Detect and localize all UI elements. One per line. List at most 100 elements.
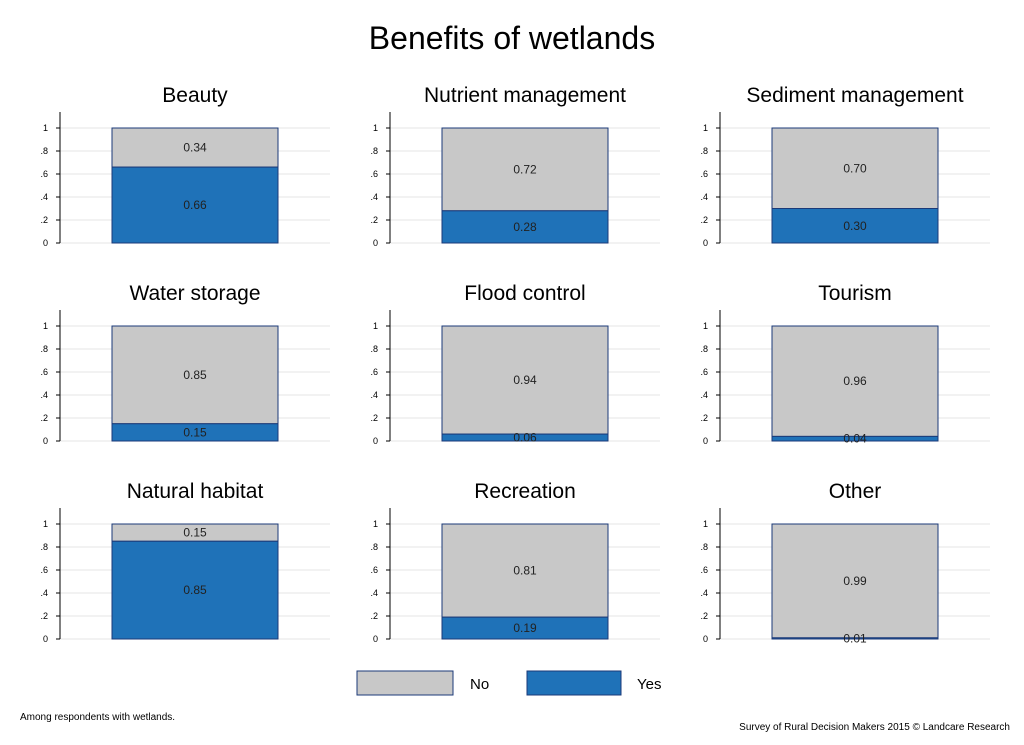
- y-tick-label: .4: [40, 588, 48, 598]
- data-label-yes: 0.01: [843, 631, 867, 645]
- y-tick-label: 1: [43, 519, 48, 529]
- y-tick-label: .8: [370, 542, 378, 552]
- y-tick-label: 0: [43, 238, 48, 248]
- y-tick-label: .4: [370, 390, 378, 400]
- y-tick-label: .2: [40, 611, 48, 621]
- data-label-yes: 0.15: [183, 425, 207, 439]
- y-tick-label: .2: [700, 611, 708, 621]
- y-tick-label: .8: [40, 146, 48, 156]
- legend-swatch: [356, 670, 454, 696]
- y-tick-label: .8: [40, 542, 48, 552]
- y-tick-label: .2: [370, 611, 378, 621]
- y-tick-label: .4: [370, 192, 378, 202]
- panel-title: Sediment management: [746, 84, 963, 107]
- y-tick-label: .6: [370, 565, 378, 575]
- y-tick-label: 0: [43, 634, 48, 644]
- panel-title: Recreation: [474, 480, 576, 503]
- y-tick-label: 1: [703, 123, 708, 133]
- bar-no: [441, 523, 609, 618]
- y-tick-label: .2: [40, 215, 48, 225]
- y-tick-label: .6: [370, 169, 378, 179]
- bar-yes: [111, 423, 279, 442]
- bar-no: [771, 127, 939, 209]
- data-label-no: 0.99: [843, 574, 867, 588]
- y-tick-label: .8: [700, 344, 708, 354]
- y-tick-label: .2: [700, 215, 708, 225]
- y-tick-label: .8: [700, 542, 708, 552]
- y-tick-label: .4: [700, 390, 708, 400]
- bar-no: [441, 325, 609, 435]
- bar-yes: [111, 166, 279, 244]
- y-tick-label: .2: [40, 413, 48, 423]
- bar-yes: [441, 433, 609, 442]
- data-label-no: 0.34: [183, 141, 207, 155]
- y-tick-label: .8: [370, 146, 378, 156]
- y-tick-label: .4: [700, 192, 708, 202]
- bar-no: [771, 523, 939, 639]
- y-tick-label: .2: [700, 413, 708, 423]
- y-tick-label: .6: [700, 565, 708, 575]
- footnote: Among respondents with wetlands.: [20, 712, 176, 723]
- y-tick-label: .8: [370, 344, 378, 354]
- legend-label: Yes: [637, 676, 661, 693]
- y-tick-label: .4: [40, 192, 48, 202]
- data-label-no: 0.72: [513, 162, 537, 176]
- data-label-yes: 0.85: [183, 583, 207, 597]
- data-label-yes: 0.66: [183, 198, 207, 212]
- chart-title: Benefits of wetlands: [369, 20, 655, 56]
- y-tick-label: 1: [703, 519, 708, 529]
- data-label-no: 0.94: [513, 373, 537, 387]
- bar-yes: [771, 637, 939, 640]
- panel-title: Natural habitat: [127, 480, 264, 503]
- panel-title: Tourism: [818, 282, 892, 305]
- legend-swatch: [526, 670, 622, 696]
- y-tick-label: 0: [43, 436, 48, 446]
- data-label-yes: 0.06: [513, 431, 537, 445]
- data-label-no: 0.96: [843, 374, 867, 388]
- y-tick-label: 0: [373, 634, 378, 644]
- y-tick-label: .4: [370, 588, 378, 598]
- bar-yes: [111, 540, 279, 640]
- bar-yes: [771, 208, 939, 244]
- y-tick-label: .4: [40, 390, 48, 400]
- bar-yes: [771, 435, 939, 442]
- data-label-no: 0.70: [843, 161, 867, 175]
- panel-title: Beauty: [162, 84, 228, 107]
- y-tick-label: 1: [43, 123, 48, 133]
- data-label-no: 0.15: [183, 526, 207, 540]
- y-tick-label: .6: [40, 367, 48, 377]
- data-label-no: 0.81: [513, 564, 537, 578]
- bar-yes: [441, 210, 609, 244]
- y-tick-label: .6: [700, 367, 708, 377]
- y-tick-label: 0: [703, 238, 708, 248]
- y-tick-label: .6: [700, 169, 708, 179]
- y-tick-label: 1: [373, 321, 378, 331]
- data-label-yes: 0.19: [513, 621, 537, 635]
- y-tick-label: .8: [40, 344, 48, 354]
- bar-yes: [441, 616, 609, 640]
- panel-title: Nutrient management: [424, 84, 626, 107]
- y-tick-label: .2: [370, 215, 378, 225]
- panel-title: Water storage: [129, 282, 260, 305]
- bar-no: [771, 325, 939, 437]
- panel-title: Other: [829, 480, 882, 503]
- y-tick-label: 1: [373, 123, 378, 133]
- panel-title: Flood control: [464, 282, 585, 305]
- bar-no: [111, 127, 279, 168]
- y-tick-label: 0: [373, 436, 378, 446]
- y-tick-label: .6: [370, 367, 378, 377]
- data-label-yes: 0.28: [513, 220, 537, 234]
- y-tick-label: 0: [373, 238, 378, 248]
- y-tick-label: 0: [703, 634, 708, 644]
- y-tick-label: 1: [373, 519, 378, 529]
- y-tick-label: .2: [370, 413, 378, 423]
- y-tick-label: .6: [40, 565, 48, 575]
- legend-label: No: [470, 676, 489, 693]
- y-tick-label: 1: [703, 321, 708, 331]
- data-label-no: 0.85: [183, 368, 207, 382]
- data-label-yes: 0.30: [843, 219, 867, 233]
- y-tick-label: .6: [40, 169, 48, 179]
- y-tick-label: .4: [700, 588, 708, 598]
- y-tick-label: .8: [700, 146, 708, 156]
